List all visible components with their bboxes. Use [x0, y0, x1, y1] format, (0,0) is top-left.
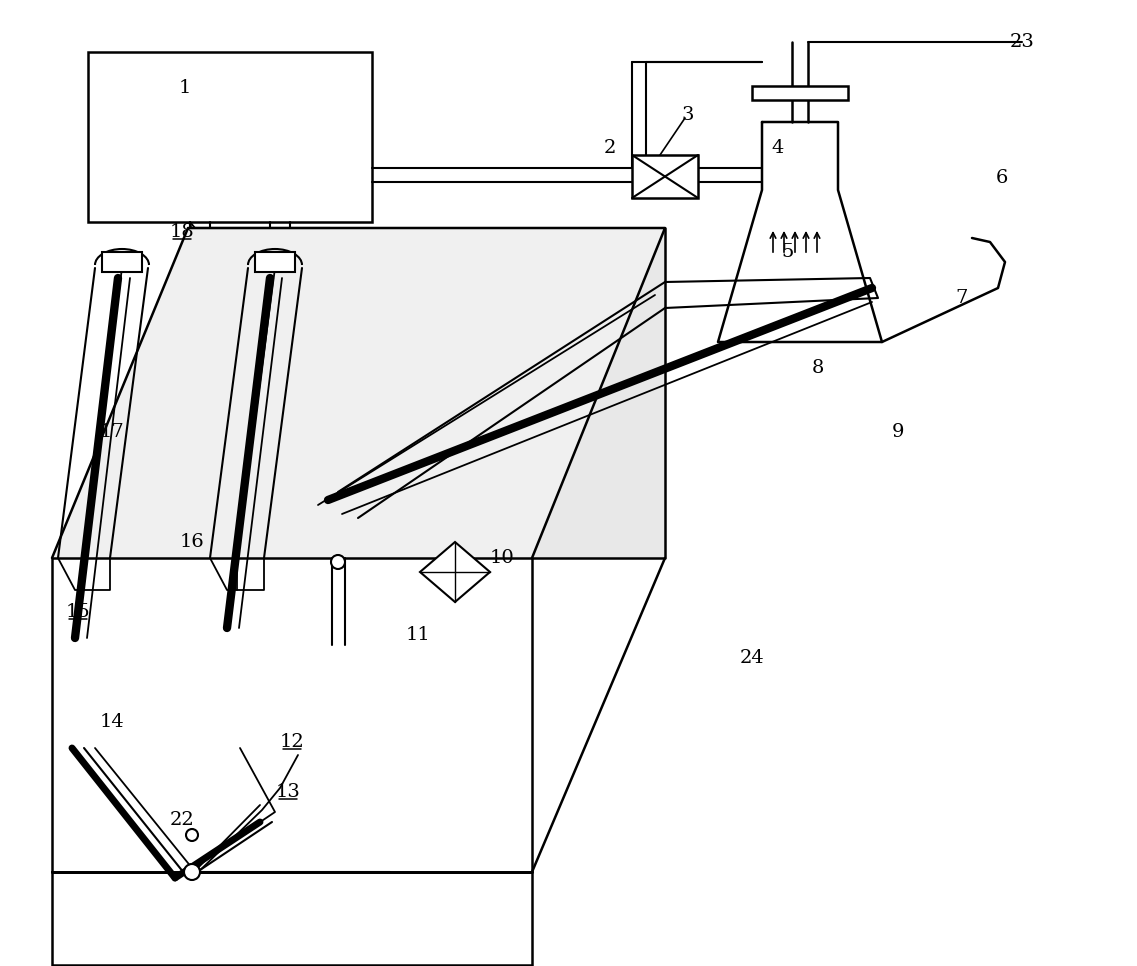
Text: 18: 18 [169, 223, 194, 241]
Circle shape [184, 864, 200, 880]
Text: 15: 15 [66, 603, 90, 621]
Polygon shape [52, 872, 532, 965]
Circle shape [186, 829, 198, 841]
Text: 14: 14 [100, 713, 124, 731]
Text: 4: 4 [772, 139, 785, 157]
Text: 22: 22 [169, 811, 194, 829]
Text: 17: 17 [100, 423, 124, 441]
Polygon shape [102, 252, 142, 272]
Polygon shape [532, 228, 665, 558]
Text: 12: 12 [280, 733, 305, 751]
Text: 24: 24 [740, 649, 764, 667]
Polygon shape [88, 52, 372, 222]
Text: 3: 3 [682, 106, 695, 124]
Polygon shape [752, 86, 848, 100]
Text: 10: 10 [490, 549, 514, 567]
Text: 6: 6 [996, 169, 1009, 187]
Text: 23: 23 [1010, 33, 1035, 51]
Text: 1: 1 [179, 79, 191, 97]
Polygon shape [52, 228, 665, 558]
Text: 9: 9 [891, 423, 904, 441]
Text: 8: 8 [812, 359, 824, 377]
Text: 7: 7 [956, 289, 969, 307]
Polygon shape [255, 252, 294, 272]
Circle shape [331, 555, 345, 569]
Text: 11: 11 [406, 626, 431, 644]
Polygon shape [632, 155, 698, 198]
Text: 16: 16 [180, 533, 205, 551]
Text: 13: 13 [275, 783, 300, 801]
Polygon shape [420, 542, 490, 602]
Text: 5: 5 [782, 243, 794, 261]
Text: 2: 2 [604, 139, 616, 157]
